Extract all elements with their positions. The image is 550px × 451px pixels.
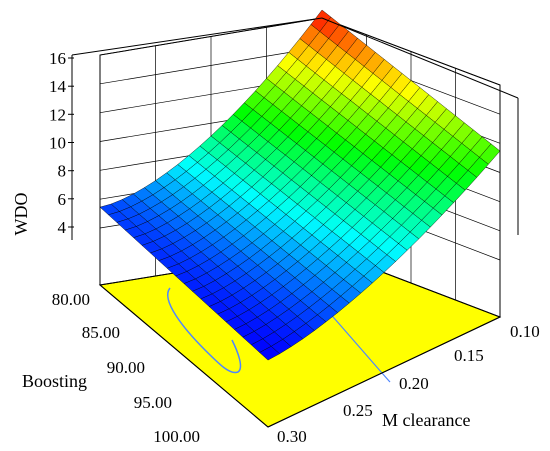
z-tick-label: 14 <box>49 77 67 96</box>
y-tick-label: 80.00 <box>52 290 90 309</box>
x-axis-line <box>267 316 501 428</box>
z-tick-label: 6 <box>58 190 67 209</box>
z-tick-label: 12 <box>49 105 66 124</box>
z-tick-label: 8 <box>58 162 67 181</box>
z-axis-title: WDO <box>11 193 31 236</box>
top-edge-left <box>71 17 323 56</box>
y-tick-label: 95.00 <box>134 393 172 412</box>
x-tick-label: 0.30 <box>277 427 307 446</box>
x-axis-title: M clearance <box>382 410 470 430</box>
x-tick-label: 0.10 <box>510 322 540 341</box>
z-tick-label: 10 <box>49 134 66 153</box>
x-tick-label: 0.25 <box>343 401 373 420</box>
x-tick-label: 0.15 <box>454 346 484 365</box>
floor-contour-left <box>167 287 242 374</box>
y-tick-label: 90.00 <box>107 358 145 377</box>
surface-patch <box>259 346 280 361</box>
z-tick-labels: 4 6 8 10 12 14 16 <box>49 49 74 237</box>
labels-layer: 4 6 8 10 12 14 16 80.00 85.00 90.00 95.00 100.00 0… <box>11 49 540 446</box>
y-tick-label: 85.00 <box>82 323 120 342</box>
top-edge-right <box>321 17 519 99</box>
z-tick-label: 4 <box>58 218 67 237</box>
y-axis-line <box>99 284 269 428</box>
surface-layer <box>99 9 501 361</box>
y-axis-title: Boosting <box>22 371 87 391</box>
x-tick-labels: 0.10 0.15 0.20 0.25 0.30 <box>277 322 540 446</box>
front-frame <box>71 17 519 428</box>
x-tick-label: 0.20 <box>399 374 429 393</box>
y-tick-label: 100.00 <box>153 427 200 446</box>
y-tick-labels: 80.00 85.00 90.00 95.00 100.00 <box>52 290 200 446</box>
z-tick-label: 16 <box>49 49 66 68</box>
